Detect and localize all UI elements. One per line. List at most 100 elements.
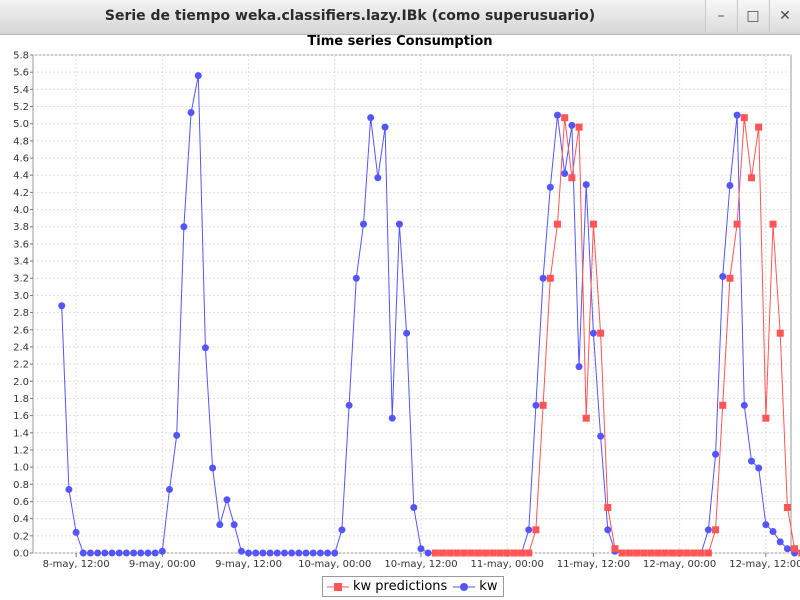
x-tick-label: 9-may, 12:00 (215, 559, 282, 570)
y-tick-label: 1.4 (13, 428, 29, 439)
data-point-kw (553, 111, 561, 119)
data-point-kw (374, 174, 382, 182)
data-point-kw-predictions (611, 545, 619, 553)
data-point-kw (424, 549, 432, 557)
maximize-button[interactable]: □ (737, 0, 768, 32)
plot-area (32, 54, 792, 554)
legend-item-kw: kw (453, 579, 497, 594)
data-point-kw (532, 401, 540, 409)
data-point-kw (115, 549, 123, 557)
data-point-kw-predictions (640, 549, 648, 557)
data-point-kw-predictions (654, 549, 662, 557)
data-point-kw-predictions (791, 545, 799, 553)
data-point-kw (273, 549, 281, 557)
data-point-kw (539, 274, 547, 282)
minimize-button[interactable]: – (705, 0, 736, 32)
data-point-kw (776, 538, 784, 546)
y-tick-label: 4.0 (13, 205, 29, 216)
y-tick-label: 1.2 (13, 445, 29, 456)
close-button[interactable]: ✕ (769, 0, 800, 32)
data-point-kw (144, 549, 152, 557)
y-tick-label: 1.8 (13, 394, 29, 405)
data-point-kw-predictions (755, 123, 763, 131)
data-point-kw (740, 401, 748, 409)
data-point-kw-predictions (798, 549, 800, 557)
data-point-kw-predictions (482, 549, 490, 557)
x-tick-label: 12-may, 12:00 (729, 559, 800, 570)
y-tick-label: 4.8 (13, 136, 29, 147)
x-tick-label: 11-may, 00:00 (471, 559, 544, 570)
data-point-kw (201, 344, 209, 352)
data-point-kw (252, 549, 260, 557)
window-controls: – □ ✕ (704, 0, 800, 34)
data-point-kw (58, 302, 66, 310)
data-point-kw-predictions (633, 549, 641, 557)
data-point-kw (783, 545, 791, 553)
data-point-kw-predictions (496, 549, 504, 557)
data-point-kw-predictions (618, 549, 626, 557)
x-tick-label: 11-may, 12:00 (557, 559, 630, 570)
data-point-kw (568, 121, 576, 129)
y-tick-label: 0.2 (13, 531, 29, 542)
data-point-kw (316, 549, 324, 557)
data-point-kw (86, 549, 94, 557)
data-point-kw-predictions (740, 114, 748, 122)
data-point-kw (151, 549, 159, 557)
y-tick-label: 0.6 (13, 497, 29, 508)
window-title: Serie de tiempo weka.classifiers.lazy.IB… (104, 8, 596, 24)
data-point-kw-predictions (690, 549, 698, 557)
data-point-kw-predictions (762, 414, 770, 422)
y-tick-label: 2.0 (13, 377, 29, 388)
y-tick-label: 0.4 (13, 514, 29, 525)
data-point-kw-predictions (625, 549, 633, 557)
x-tick-label: 10-may, 12:00 (384, 559, 457, 570)
data-point-kw (230, 521, 238, 529)
data-point-kw (79, 549, 87, 557)
square-marker-icon (327, 582, 349, 591)
data-point-kw-predictions (647, 549, 655, 557)
y-tick-label: 1.0 (13, 463, 29, 474)
data-point-kw (345, 401, 353, 409)
data-point-kw (719, 273, 727, 281)
data-point-kw (597, 432, 605, 440)
data-point-kw-predictions (503, 549, 511, 557)
data-point-kw (173, 431, 181, 439)
data-point-kw-predictions (597, 329, 605, 337)
data-point-kw (769, 528, 777, 536)
data-point-kw (288, 549, 296, 557)
data-point-kw (65, 485, 73, 493)
data-point-kw-predictions (733, 220, 741, 228)
chart-legend: kw predictions kw (322, 576, 505, 597)
data-point-kw-predictions (553, 220, 561, 228)
data-point-kw (223, 496, 231, 504)
data-point-kw (712, 450, 720, 458)
chart-title: Time series Consumption (307, 34, 493, 49)
data-point-kw (410, 503, 418, 511)
x-tick-label: 12-may, 00:00 (643, 559, 716, 570)
data-point-kw (417, 545, 425, 553)
data-point-kw-predictions (719, 401, 727, 409)
data-point-kw (755, 464, 763, 472)
data-point-kw-predictions (712, 526, 720, 534)
data-point-kw (302, 549, 310, 557)
data-point-kw-predictions (518, 549, 526, 557)
x-tick-label: 8-may, 12:00 (43, 559, 110, 570)
data-point-kw-predictions (589, 220, 597, 228)
data-point-kw-predictions (769, 220, 777, 228)
legend-label: kw (479, 579, 498, 594)
data-point-kw (352, 274, 360, 282)
data-point-kw (122, 549, 130, 557)
data-point-kw (245, 549, 253, 557)
y-tick-label: 3.4 (13, 257, 29, 268)
data-point-kw-predictions (683, 549, 691, 557)
y-tick-label: 4.6 (13, 154, 29, 165)
data-point-kw (309, 549, 317, 557)
data-point-kw (546, 183, 554, 191)
data-point-kw (381, 123, 389, 131)
data-point-kw-predictions (568, 174, 576, 182)
window-titlebar[interactable]: Serie de tiempo weka.classifiers.lazy.IB… (0, 0, 800, 35)
data-point-kw-predictions (747, 174, 755, 182)
data-point-kw-predictions (604, 503, 612, 511)
data-point-kw-predictions (446, 549, 454, 557)
data-point-kw (266, 549, 274, 557)
